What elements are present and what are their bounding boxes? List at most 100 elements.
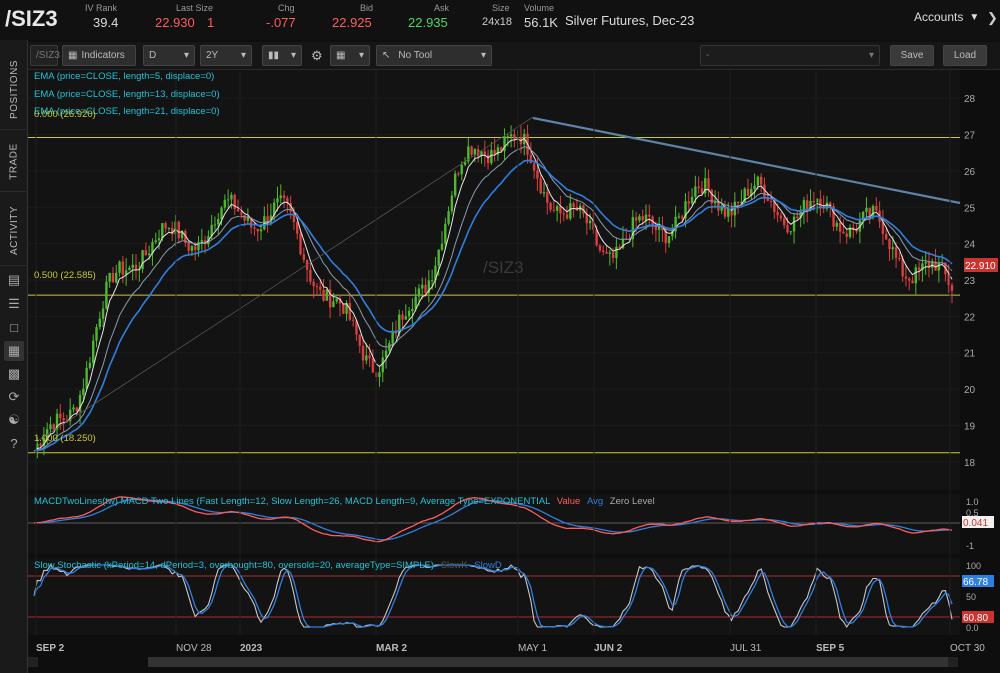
candle-body [371, 358, 375, 373]
candle-body [424, 284, 427, 293]
ema5-label[interactable]: EMA (price=CLOSE, length=5, displace=0) [34, 71, 215, 82]
candle-body [759, 176, 763, 185]
candle-body [605, 251, 608, 254]
candle-body [210, 224, 213, 237]
range-select[interactable]: 2Y ▾ [200, 45, 252, 66]
chart-style-select[interactable]: ▮▮ ▾ [262, 45, 302, 66]
price-tick-label: 26 [964, 167, 976, 178]
candle-body [381, 357, 384, 373]
candle-body [282, 195, 286, 198]
symbol-title[interactable]: /SIZ3 [5, 6, 58, 31]
candle-body [144, 250, 148, 256]
candle-body [690, 196, 694, 204]
clipboard-icon[interactable]: □ [10, 319, 18, 335]
drawing-tool-select[interactable]: ↖ No Tool ▾ [376, 45, 492, 66]
indicators-button[interactable]: ▦ Indicators [62, 45, 136, 66]
candle-body [427, 280, 431, 293]
candle-body [664, 230, 667, 244]
candle-body [789, 231, 792, 233]
ema5-line [33, 137, 953, 452]
candle-body [901, 258, 904, 277]
ema13-label[interactable]: EMA (price=CLOSE, length=13, displace=0) [34, 88, 220, 100]
x-axis-label: OCT 30 [950, 643, 985, 654]
candle-body [68, 409, 72, 422]
help-icon[interactable]: ? [10, 435, 18, 451]
save-button[interactable]: Save [890, 45, 934, 66]
candlesticks [36, 124, 954, 459]
iv-rank-value: 39.4 [93, 15, 119, 30]
tab-activity[interactable]: ACTIVITY [0, 196, 28, 266]
ask-cell: Ask 22.935 [408, 0, 458, 40]
candle-body [746, 188, 750, 196]
candle-body [279, 195, 282, 199]
candle-body [59, 413, 62, 419]
x-axis-label: NOV 28 [176, 643, 212, 654]
accounts-dropdown[interactable]: Accounts ▼ [914, 10, 979, 24]
gear-icon[interactable]: ⚙ [311, 47, 323, 63]
stoch-tick-label: 100 [966, 561, 981, 571]
candle-body [549, 202, 552, 210]
trendline [532, 116, 961, 205]
style-select[interactable]: - ▾ [700, 45, 880, 66]
bid-cell: Bid 22.925 [332, 0, 382, 40]
candle-body [141, 250, 144, 270]
candle-body [908, 278, 911, 281]
candle-body [736, 201, 740, 204]
stoch-title[interactable]: Slow Stochastic (kPeriod=14, dPeriod=3, … [34, 560, 435, 571]
ema-legend: EMA (price=CLOSE, length=5, displace=0) … [34, 68, 220, 121]
candle-body [243, 214, 246, 221]
candle-body [434, 265, 437, 281]
candle-body [470, 146, 473, 155]
macd-title[interactable]: MACDTwoLines(tw) MACD Two Lines (Fast Le… [34, 496, 551, 507]
bid-label: Bid [360, 3, 374, 13]
candle-body [358, 334, 361, 346]
candle-body [391, 330, 394, 344]
last-cell: Last Size 22.930 1 [150, 0, 220, 40]
interval-select[interactable]: D ▾ [143, 45, 195, 66]
ema21-label[interactable]: EMA (price=CLOSE, length=21, displace=0) [34, 106, 220, 117]
candle-body [437, 249, 440, 266]
size-cell: Size 24x18 [482, 0, 522, 40]
grid-icon[interactable]: ▩ [7, 366, 21, 381]
symbol-input[interactable]: /SIZ3 [30, 45, 60, 66]
candle-body [197, 241, 200, 251]
candle-body [230, 194, 233, 200]
studies-select[interactable]: ▦ ▾ [330, 45, 370, 66]
candle-body [917, 267, 921, 270]
fib-anchor-line [35, 116, 534, 443]
candle-body [611, 252, 615, 258]
candle-body [569, 203, 572, 219]
candle-body [266, 216, 269, 223]
macd-tick-label: 0.5 [966, 508, 979, 518]
candle-body [898, 258, 901, 260]
tab-positions[interactable]: POSITIONS [0, 50, 28, 130]
candle-body [289, 203, 292, 212]
symbol-watermark: /SIZ3 [483, 258, 524, 277]
expand-icon[interactable]: ❯ [987, 10, 998, 25]
refresh-icon[interactable]: ⟳ [8, 389, 20, 404]
candle-body [937, 262, 941, 271]
candle-body [654, 225, 658, 230]
macd-value-tag: 0.041 [963, 518, 988, 529]
candle-body [223, 199, 227, 208]
candle-body [220, 207, 223, 220]
candle-body [615, 246, 618, 258]
ema13-line [33, 145, 953, 452]
candle-body [65, 420, 69, 422]
candle-body [687, 201, 690, 204]
candle-body [934, 261, 937, 271]
slowk-line [33, 564, 953, 629]
list-icon[interactable]: ▤ [7, 272, 21, 287]
candle-body [177, 221, 180, 239]
candle-body [674, 216, 677, 232]
chart-area[interactable]: /SIZ3 28 27 26 25 24 23 22 21 20 19 18 22.910 1.0 0… [28, 70, 1000, 673]
menu-icon[interactable]: ☰ [8, 296, 20, 311]
candle-body [802, 200, 806, 212]
load-button[interactable]: Load [943, 45, 987, 66]
chart-icon[interactable]: ▦ [4, 341, 24, 361]
people-icon[interactable]: ☯ [8, 412, 20, 427]
tab-trade[interactable]: TRADE [0, 132, 28, 192]
candle-body [200, 240, 204, 242]
candle-body [539, 178, 542, 194]
candle-body [203, 240, 207, 245]
